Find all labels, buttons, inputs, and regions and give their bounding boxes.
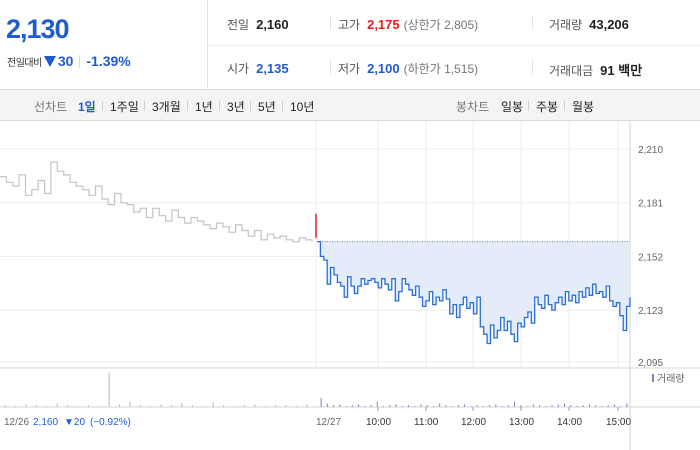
prev-close-label: 전일 [227,18,250,32]
prev-day-line [0,161,313,243]
candle-chart-label: 봉차트 [456,100,490,114]
upper-limit: (상한가 2,805) [403,18,479,32]
chart-grid [0,121,700,450]
tab-divider [144,101,145,111]
x-tick-label: 12:00 [461,417,486,428]
volume-legend-label: 거래량 [657,373,685,385]
tab-divider [528,101,529,111]
lower-limit: (하한가 1,515) [403,62,479,76]
chart-tab-bar: 선차트 1일 1주일 3개월 1년 3년 5년 10년 봉차트 일봉 주봉 월봉 [0,90,700,121]
change-label: 전일대비 [7,57,42,69]
stat-volume: 거래량 43,206 [549,16,629,33]
tab-period-1d[interactable]: 1일 [78,100,96,114]
stat-open: 시가 2,135 [227,60,289,77]
y-axis: 2,210 2,181 2,152 2,123 2,095 [638,145,663,369]
stats-row-divider [208,45,700,46]
change-row: 전일대비 30 -1.39% [7,53,131,69]
tab-divider [187,101,188,111]
prev-close-value: 2,160 [256,17,289,32]
change-rate: -1.39% [86,53,131,69]
tab-period-3m[interactable]: 3개월 [152,100,181,114]
line-chart-label: 선차트 [34,100,68,114]
tab-divider [102,101,103,111]
open-value: 2,135 [256,61,289,76]
stat-divider [532,16,533,30]
tab-divider [250,101,251,111]
stat-prev-close: 전일 2,160 [227,16,289,33]
y-tick-label: 2,095 [638,358,663,369]
tab-candle-daily[interactable]: 일봉 [501,100,524,114]
prev-day-change-rate: (−0.92%) [90,417,131,428]
today-series [315,213,631,345]
x-tick-label: 15:00 [606,417,631,428]
volume-bars: 거래량 [4,372,685,407]
y-tick-label: 2,210 [638,145,663,156]
prev-day-date: 12/26 [4,417,29,428]
current-price: 2,130 [6,14,70,44]
volume-label: 거래량 [549,18,583,32]
today-price-line [317,240,631,345]
today-fill-area [317,241,630,344]
x-tick-label: 10:00 [366,417,391,428]
y-tick-label: 2,152 [638,252,663,263]
price-summary: 2,130 전일대비 30 -1.39% 전일 2,160 고가 2,175 (… [0,0,700,90]
tab-period-1y[interactable]: 1년 [195,100,213,114]
trade-value: 91 백만 [600,63,643,78]
stat-divider [532,60,533,74]
change-divider [79,54,81,68]
trade-value-label: 거래대금 [549,64,594,78]
x-tick-label: 11:00 [414,417,439,428]
prev-day-series [0,161,313,243]
tab-period-5y[interactable]: 5년 [258,100,276,114]
open-label: 시가 [227,62,250,76]
stat-low: 저가 2,100 (하한가 1,515) [338,60,478,77]
tab-period-1w[interactable]: 1주일 [110,100,139,114]
stat-divider [330,16,331,30]
low-label: 저가 [338,62,361,76]
tab-candle-monthly[interactable]: 월봉 [572,100,595,114]
prev-day-change: ▼20 [64,417,85,428]
volume-value: 43,206 [589,17,629,32]
tab-divider [219,101,220,111]
tab-period-3y[interactable]: 3년 [227,100,245,114]
high-label: 고가 [338,18,361,32]
intraday-price-chart[interactable]: 2,210 2,181 2,152 2,123 2,095 거래량 12/26 2,160… [0,121,700,450]
tab-candle-weekly[interactable]: 주봉 [536,100,559,114]
change-amount: 30 [57,53,74,69]
stat-divider [330,60,331,74]
low-value: 2,100 [367,61,400,76]
prev-day-close: 2,160 [33,417,58,428]
tab-divider [564,101,565,111]
y-tick-label: 2,181 [638,199,663,210]
x-axis: 12/26 2,160 ▼20 (−0.92%) 12/27 10:00 11:00 12:0… [4,407,631,428]
y-tick-label: 2,123 [638,306,663,317]
stat-high: 고가 2,175 (상한가 2,805) [338,16,478,33]
current-price-box: 2,130 전일대비 30 -1.39% [0,0,208,90]
today-date: 12/27 [316,417,341,428]
down-triangle-icon [43,55,56,67]
high-value: 2,175 [367,17,400,32]
stat-trade-value: 거래대금 91 백만 [549,60,642,79]
tab-period-10y[interactable]: 10년 [290,100,315,114]
volume-legend-swatch [652,374,654,382]
x-tick-label: 13:00 [509,417,534,428]
tab-divider [282,101,283,111]
x-tick-label: 14:00 [557,417,582,428]
